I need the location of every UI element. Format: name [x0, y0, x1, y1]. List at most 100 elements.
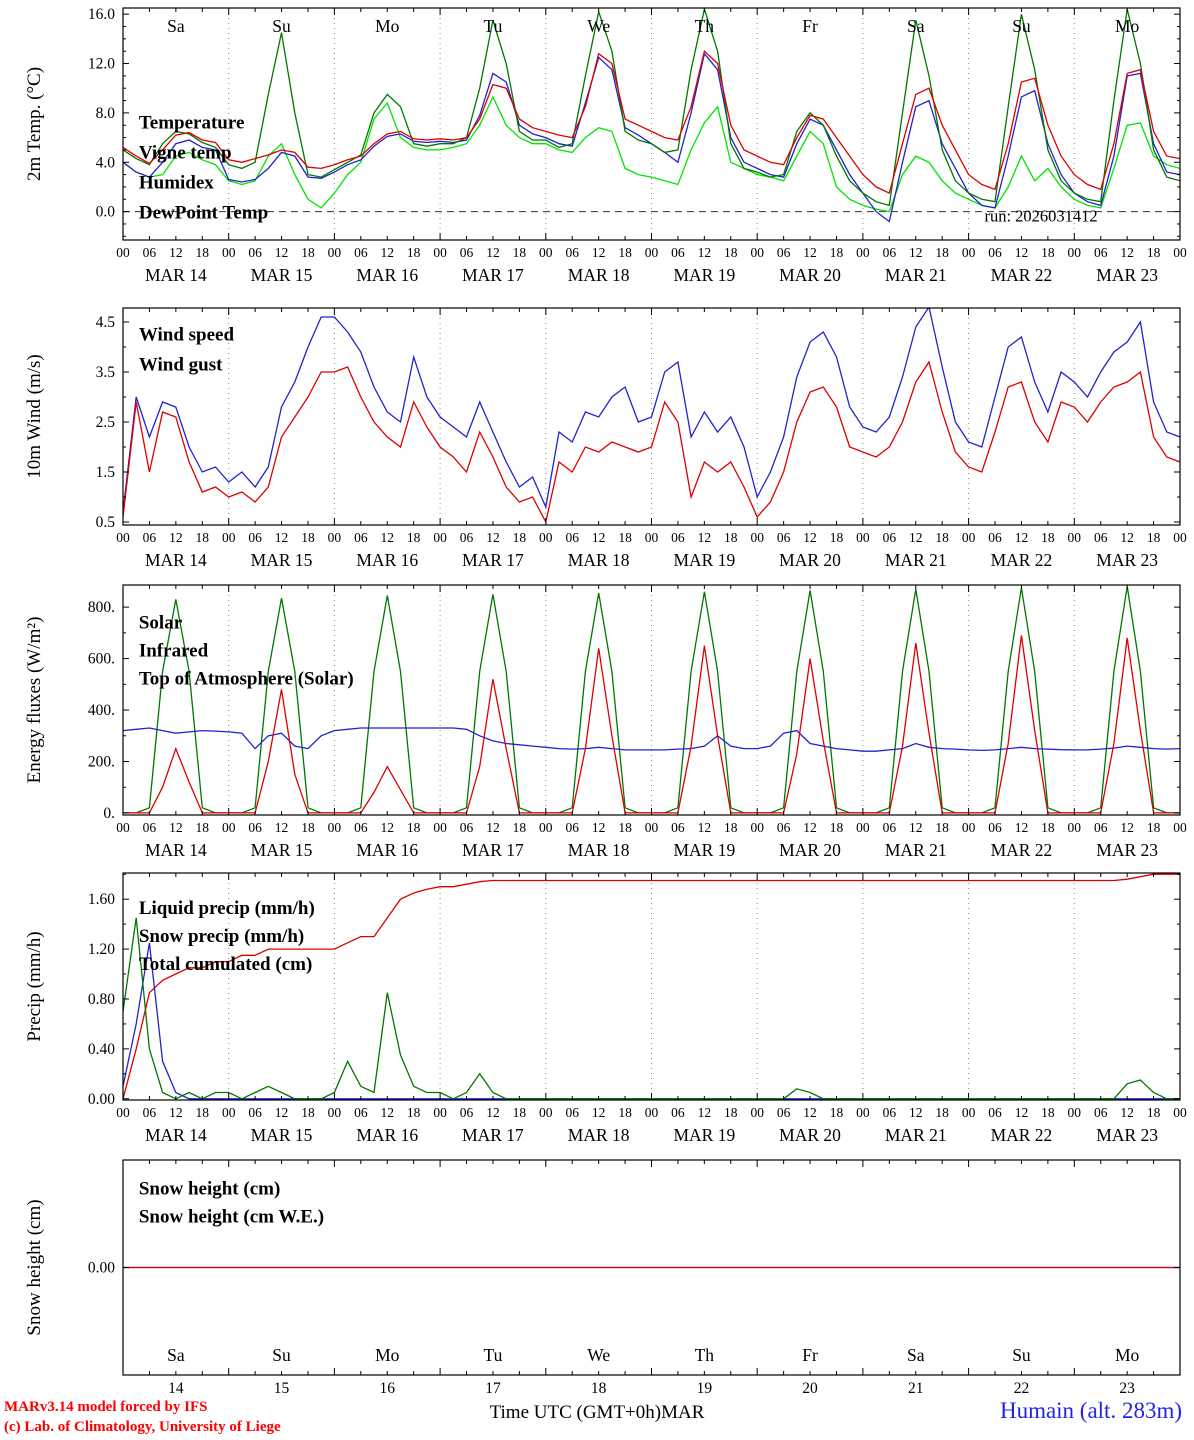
hour-label: 12 — [486, 245, 500, 260]
day-number-label: 17 — [485, 1380, 501, 1397]
day-name-label: We — [587, 1345, 610, 1365]
hour-label: 12 — [486, 820, 500, 835]
hour-label: 12 — [1120, 820, 1134, 835]
hour-label: 12 — [698, 245, 712, 260]
time-axis-text: Time UTC (GMT+0h) — [489, 1402, 662, 1423]
hour-label: 18 — [196, 245, 210, 260]
hour-label: 18 — [1147, 530, 1161, 545]
date-label: MAR 20 — [779, 840, 841, 860]
hour-label: 06 — [777, 530, 791, 545]
hour-label: 06 — [777, 820, 791, 835]
station-label: Humain (alt. 283m) — [999, 1398, 1182, 1423]
hour-label: 18 — [301, 245, 315, 260]
model-credit-line1: MARv3.14 model forced by IFS — [4, 1399, 208, 1415]
hour-label: 12 — [1015, 245, 1029, 260]
hour-label: 18 — [724, 1105, 738, 1120]
hour-label: 00 — [856, 530, 870, 545]
hour-label: 18 — [301, 530, 315, 545]
hour-label: 18 — [1041, 1105, 1055, 1120]
hour-label: 18 — [1041, 820, 1055, 835]
y-tick-label: 2.5 — [96, 414, 116, 431]
hour-label: 12 — [592, 820, 606, 835]
hour-label: 18 — [407, 245, 421, 260]
legend-vigne-temp: Vigne temp — [139, 143, 232, 164]
hour-label: 06 — [460, 530, 474, 545]
date-label: MAR 21 — [885, 550, 947, 570]
hour-label: 06 — [671, 245, 685, 260]
hour-label: 00 — [856, 1105, 870, 1120]
y-tick-label: 4.5 — [96, 314, 116, 331]
hour-label: 18 — [196, 820, 210, 835]
hour-label: 00 — [116, 245, 130, 260]
date-label: MAR 16 — [356, 550, 418, 570]
day-name-label: Mo — [1115, 1345, 1140, 1365]
hour-label: 00 — [222, 245, 236, 260]
hour-label: 12 — [909, 245, 923, 260]
hour-label: 06 — [354, 245, 368, 260]
hour-label: 18 — [513, 820, 527, 835]
hour-label: 18 — [724, 820, 738, 835]
y-tick-label: 0.00 — [88, 1260, 115, 1277]
hour-label: 00 — [750, 245, 764, 260]
hour-label: 12 — [698, 530, 712, 545]
hour-label: 18 — [830, 530, 844, 545]
hour-label: 06 — [1094, 245, 1108, 260]
y-tick-label: 16.0 — [88, 6, 115, 23]
date-label: MAR 20 — [779, 1125, 841, 1145]
legend-snow-precip-mm-h: Snow precip (mm/h) — [139, 926, 304, 947]
hour-label: 18 — [407, 820, 421, 835]
legend-top-of-atmosphere-solar: Top of Atmosphere (Solar) — [139, 669, 354, 690]
hour-label: 18 — [1147, 1105, 1161, 1120]
hour-label: 18 — [935, 820, 949, 835]
date-label: MAR 22 — [991, 550, 1053, 570]
hour-label: 00 — [539, 245, 553, 260]
date-label: MAR 18 — [568, 840, 630, 860]
date-label: MAR 16 — [356, 265, 418, 285]
hour-label: 12 — [1015, 530, 1029, 545]
hour-label: 06 — [565, 820, 579, 835]
y-tick-label: 0.80 — [88, 991, 115, 1008]
series-infrared — [123, 727, 1180, 752]
hour-label: 00 — [645, 530, 659, 545]
hour-label: 00 — [328, 530, 342, 545]
hour-label: 06 — [143, 1105, 157, 1120]
hour-label: 12 — [592, 1105, 606, 1120]
legend-humidex: Humidex — [139, 173, 214, 194]
hour-label: 00 — [962, 820, 976, 835]
hour-label: 00 — [328, 245, 342, 260]
panel-wind: 0.5 1.5 2.5 3.5 4.5 10m Wind (m/s) Wind speed W… — [24, 307, 1187, 570]
hour-label: 12 — [486, 530, 500, 545]
series-solar — [123, 635, 1180, 814]
day-name-label: Sa — [907, 16, 925, 36]
day-name-label: Sa — [907, 1345, 925, 1365]
hour-label: 00 — [962, 245, 976, 260]
hour-label: 12 — [169, 530, 183, 545]
time-axis-label: Time UTC (GMT+0h)MAR — [0, 1402, 1194, 1424]
model-credit-line2: (c) Lab. of Climatology, University of L… — [4, 1418, 281, 1435]
hour-label: 00 — [116, 530, 130, 545]
date-label: MAR 21 — [885, 265, 947, 285]
date-label: MAR 17 — [462, 550, 524, 570]
day-name-label: Su — [1012, 1345, 1031, 1365]
hour-label: 18 — [618, 245, 632, 260]
hour-label: 18 — [301, 1105, 315, 1120]
y-tick-label: 1.60 — [88, 891, 115, 908]
hour-label: 00 — [856, 820, 870, 835]
hour-label: 06 — [565, 1105, 579, 1120]
y-axis-title-precip: Precip (mm/h) — [24, 931, 45, 1041]
date-label: MAR 23 — [1096, 550, 1158, 570]
hour-label: 06 — [248, 1105, 262, 1120]
series-vigne-temp — [123, 8, 1180, 207]
y-tick-label: 200. — [88, 753, 115, 770]
hour-label: 00 — [328, 1105, 342, 1120]
hour-label: 12 — [275, 820, 289, 835]
hour-label: 06 — [354, 820, 368, 835]
hour-label: 12 — [803, 245, 817, 260]
hour-label: 18 — [301, 820, 315, 835]
hour-label: 06 — [1094, 820, 1108, 835]
hour-label: 12 — [698, 1105, 712, 1120]
day-name-label: Th — [695, 16, 715, 36]
hour-label: 12 — [381, 530, 395, 545]
hour-label: 18 — [1147, 820, 1161, 835]
y-tick-label: 0.40 — [88, 1041, 115, 1058]
